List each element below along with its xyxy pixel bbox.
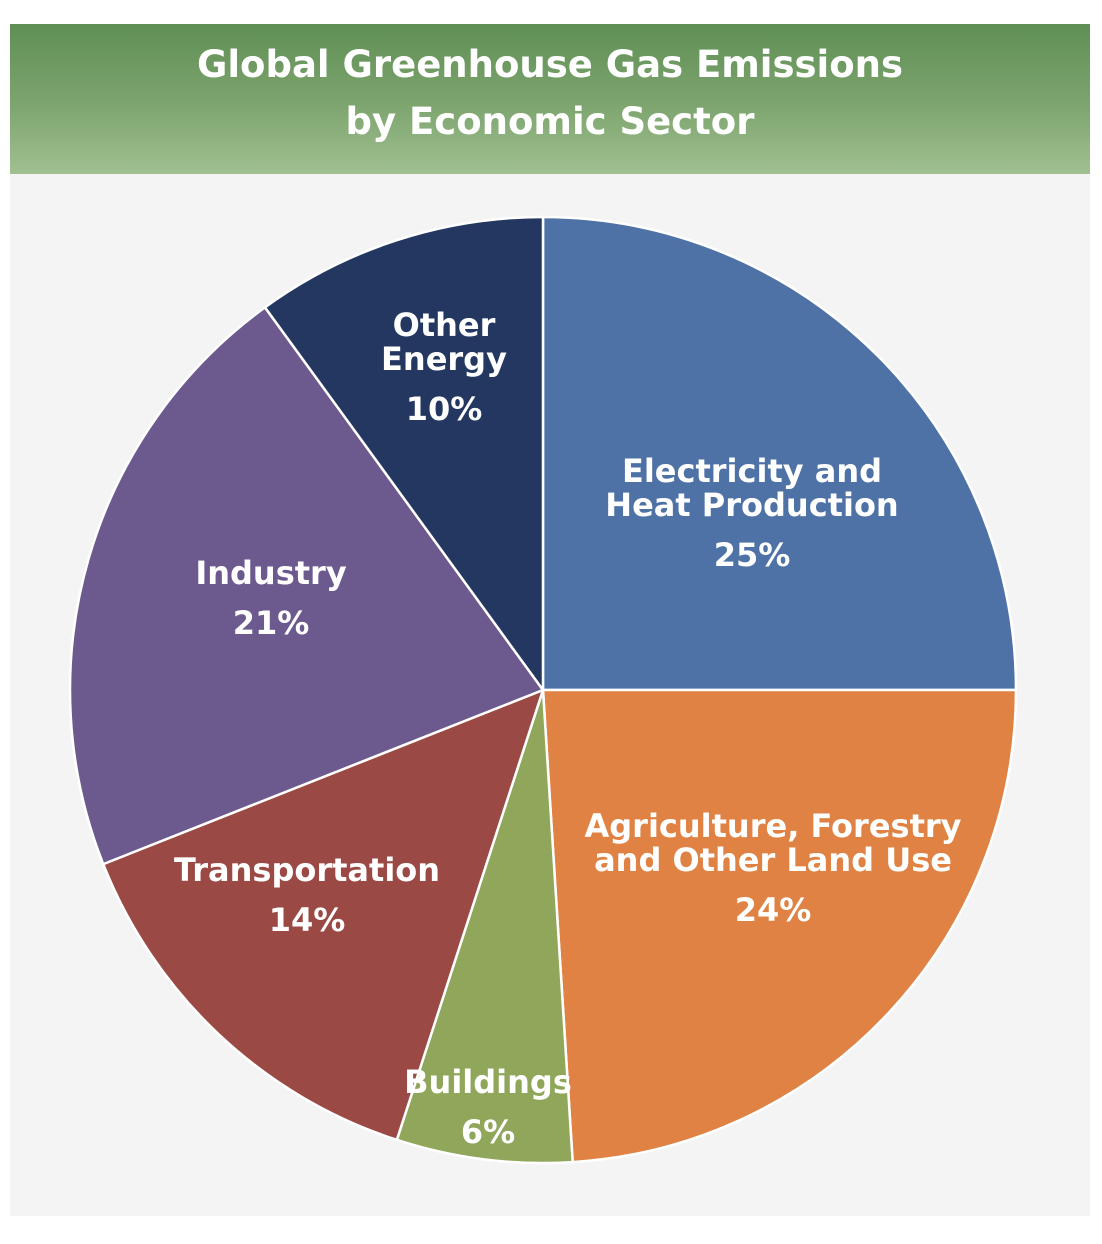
slice-label: Agriculture, Forestry: [584, 807, 961, 845]
slice-label: Electricity and: [622, 452, 882, 490]
chart-title: Global Greenhouse Gas Emissions by Econo…: [10, 24, 1090, 174]
pie-slice: [395, 688, 574, 1165]
pie-slice: [541, 688, 1018, 1164]
slice-label: Industry: [195, 554, 347, 592]
slice-label-group: Industry 21%: [195, 554, 347, 642]
slice-percent-label: 14%: [269, 901, 346, 939]
pie-slice: [101, 688, 545, 1142]
chart-title-line-1: Global Greenhouse Gas Emissions: [197, 43, 903, 86]
slice-label: Heat Production: [605, 486, 898, 524]
slice-percent-label: 21%: [233, 604, 310, 642]
chart-title-line-2: by Economic Sector: [345, 100, 755, 143]
slice-label: Other: [393, 306, 496, 344]
pie-slice: [541, 215, 1018, 692]
slice-percent-label: 6%: [461, 1113, 515, 1151]
slice-percent-label: 10%: [406, 390, 483, 428]
slice-label: and Other Land Use: [594, 841, 952, 879]
pie-slice: [68, 306, 545, 866]
pie-slice: [263, 215, 545, 692]
slice-label-group: Transportation 14%: [174, 851, 440, 939]
slice-label: Buildings: [404, 1063, 572, 1101]
slice-label: Energy: [381, 340, 507, 378]
pie-slices: [68, 215, 1018, 1165]
slice-percent-label: 25%: [714, 536, 791, 574]
slice-percent-label: 24%: [735, 891, 812, 929]
slice-label-group: Buildings 6%: [404, 1063, 572, 1151]
slice-label: Transportation: [174, 851, 440, 889]
